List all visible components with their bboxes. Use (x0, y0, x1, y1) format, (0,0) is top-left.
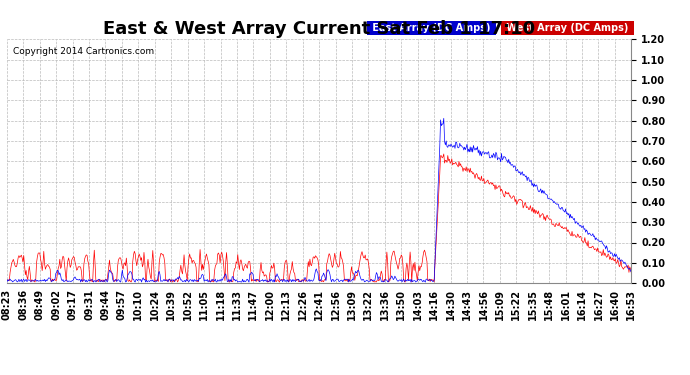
Text: East Array (DC Amps): East Array (DC Amps) (369, 23, 494, 33)
Text: Copyright 2014 Cartronics.com: Copyright 2014 Cartronics.com (13, 47, 155, 56)
Title: East & West Array Current Sat Feb 1 17:10: East & West Array Current Sat Feb 1 17:1… (103, 20, 535, 38)
Text: West Array (DC Amps): West Array (DC Amps) (503, 23, 632, 33)
